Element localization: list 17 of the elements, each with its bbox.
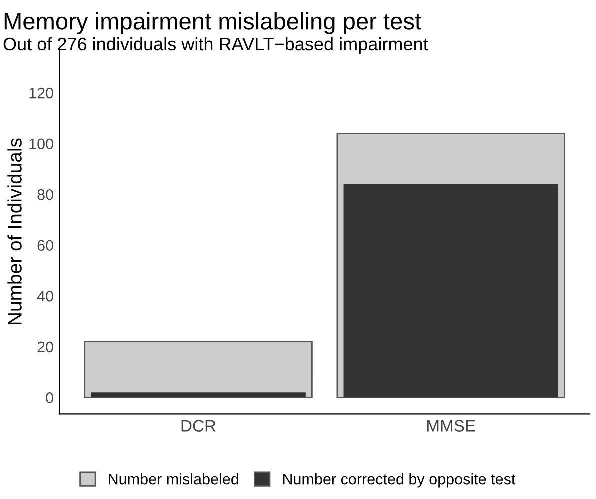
- y-tick-label: 80: [38, 189, 54, 200]
- y-tick-label: 40: [37, 291, 54, 302]
- chart-subtitle: Out of 276 individuals with RAVLT−based impairment: [4, 37, 428, 54]
- y-tick-label: 60: [38, 240, 54, 252]
- legend-label: Number corrected by opposite test: [283, 474, 516, 488]
- y-tick-label: 100: [30, 138, 54, 150]
- bar: [91, 392, 306, 398]
- y-tick-label: 120: [30, 88, 54, 99]
- y-tick-label: 0: [46, 392, 54, 404]
- legend-label: Number mislabeled: [109, 474, 238, 485]
- y-axis-title: Number of Individuals: [8, 138, 22, 324]
- y-tick-label: 20: [38, 342, 54, 353]
- bar: [84, 341, 313, 398]
- x-tick-label: DCR: [182, 420, 216, 432]
- chart-title: Memory impairment mislabeling per test: [4, 12, 422, 34]
- bar: [344, 184, 558, 398]
- x-tick-label: MMSE: [427, 420, 476, 432]
